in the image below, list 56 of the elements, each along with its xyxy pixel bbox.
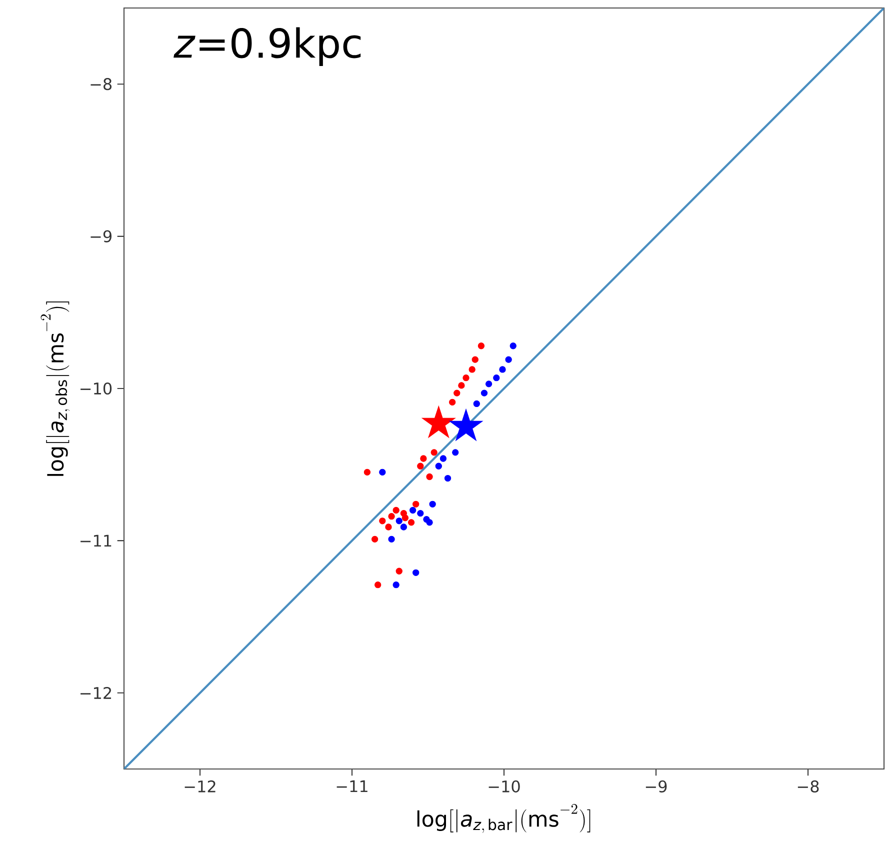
point (420, 455, 427, 462)
point (499, 366, 506, 373)
x-tick-label: −11 (336, 780, 368, 792)
point (468, 366, 476, 373)
point (374, 582, 382, 588)
point (417, 510, 424, 517)
point (452, 449, 459, 456)
point (429, 500, 436, 508)
x-tick-label: −8 (798, 780, 819, 792)
y-tick-label: −10 (80, 382, 112, 395)
point (392, 506, 400, 514)
point (396, 518, 402, 524)
point (402, 514, 409, 522)
point (480, 390, 488, 396)
x-tick-label: −10 (488, 780, 520, 792)
point (400, 524, 408, 530)
point (392, 582, 400, 588)
point (444, 474, 452, 482)
point (417, 462, 424, 470)
x-tick-label: −12 (184, 780, 216, 792)
point (408, 519, 415, 526)
point (430, 449, 438, 456)
y-tick-label: −9 (90, 230, 112, 242)
point (364, 468, 371, 476)
point (385, 524, 392, 530)
point (493, 374, 500, 382)
point (472, 356, 478, 363)
point (448, 398, 456, 406)
y-axis-title: $\mathrm{log}[|\mathit{a}_{\mathit{z},\,\mathrm{obs}}|(\mathrm{ms}^{-2})]$ (40, 302, 70, 476)
y-tick-label: −8 (90, 78, 112, 90)
point (485, 380, 492, 388)
point (454, 390, 460, 396)
point (379, 518, 386, 524)
point (510, 342, 516, 350)
point (412, 569, 420, 576)
y-tick-label: −12 (80, 686, 112, 699)
point (478, 342, 485, 350)
point (505, 356, 512, 363)
x-axis-title: $\mathrm{log}[|\mathit{a}_{\mathit{z},\,\mathrm{bar}}|(\mathrm{ms}^{-2})]$ (417, 804, 590, 833)
point (435, 462, 442, 470)
point (426, 519, 433, 526)
point (440, 455, 447, 462)
point (458, 382, 465, 389)
point (396, 568, 402, 574)
point (379, 468, 386, 476)
x-tick-label: −9 (646, 780, 667, 792)
y-tick-label: −11 (80, 534, 112, 547)
point (426, 473, 433, 480)
point (388, 536, 395, 543)
annotation: z=0.9kpc (174, 27, 361, 66)
point (388, 513, 395, 520)
point (462, 374, 470, 382)
point (473, 400, 480, 408)
point (371, 536, 378, 543)
point (409, 506, 416, 514)
point (412, 500, 420, 508)
